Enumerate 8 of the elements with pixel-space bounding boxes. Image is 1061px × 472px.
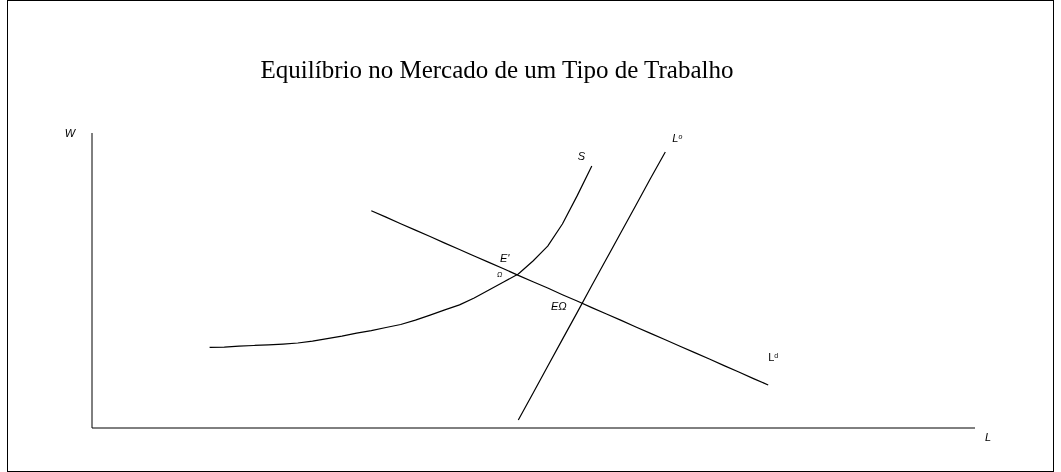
series-label: S: [577, 150, 586, 163]
series-label: L$^{o}$: [672, 132, 683, 144]
y-axis-title: W: [64, 127, 77, 139]
annotation: E': [500, 252, 511, 264]
series-label: L$^{d}$: [768, 350, 779, 363]
chart-title: Equilíbrio no Mercado de um Tipo de Trabalho: [260, 56, 734, 83]
x-axis-title: L: [984, 431, 992, 443]
annotation: EΩ: [551, 300, 567, 312]
